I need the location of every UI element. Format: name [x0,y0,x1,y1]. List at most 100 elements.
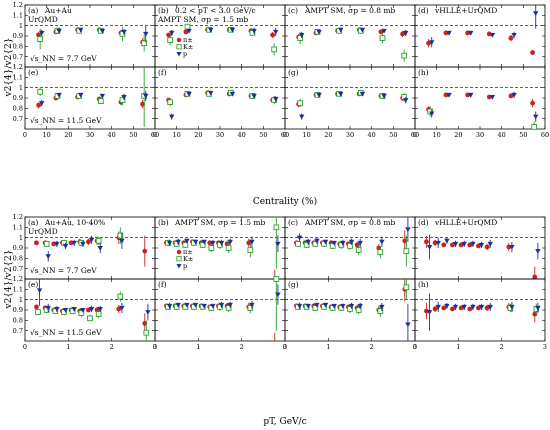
data-point-proton [535,305,541,311]
y-tick-label: 0.7 [13,115,23,123]
data-point-kaon [329,243,336,249]
x-tick-label: 60 [151,131,159,139]
data-point-proton [229,91,236,97]
data-point-pion [270,32,276,38]
data-point-proton [299,114,305,120]
data-point-proton [249,239,255,245]
series-pi [426,92,536,113]
series-pi [296,27,406,41]
data-point-kaon [355,307,362,313]
data-point-proton [348,303,355,309]
data-point-proton [426,244,433,250]
data-point-kaon [167,99,174,105]
panel-letter: (e) [28,68,38,77]
data-point-proton [273,97,279,102]
data-point-proton [210,240,216,246]
x-tick-label: 3 [283,343,287,351]
x-tick-label: 0 [283,343,287,351]
legend-proton-label: p [183,50,187,58]
data-point-kaon [312,305,319,311]
data-point-kaon [78,310,85,316]
data-point-kaon [37,36,44,42]
panel-letter: (a) [28,6,38,15]
y-tick-label: 0.8 [13,105,23,113]
data-point-proton [121,94,127,100]
series-K [167,89,278,107]
series-p [296,302,411,341]
data-point-kaon [403,248,410,254]
series-pi [36,27,146,47]
x-tick-label: 50 [519,131,527,139]
data-point-pion [183,29,189,35]
data-point-proton [186,28,192,34]
series-pi [34,231,148,267]
data-point-pion [400,31,406,37]
data-point-proton [299,32,305,38]
data-point-proton [62,308,69,313]
panel-annotation: UrQMD [28,15,58,24]
data-point-kaon [531,124,538,130]
y-tick-label: 0.7 [13,265,23,273]
data-point-proton [36,288,43,294]
legend-proton-marker [176,52,182,57]
data-point-proton [452,241,459,247]
legend-kaon-marker [176,44,182,50]
data-point-proton [166,303,173,309]
panel-e: 0.7 0.8 0.9 1 1.1 1.2 0 10 20 30 40 50 60 (e) √s_NN = … [13,63,159,139]
data-point-proton [314,302,320,308]
data-point-proton [88,237,95,243]
y-tick-label: 0.9 [13,32,23,40]
series-K [165,276,280,331]
series-pi [296,91,406,108]
data-point-kaon [95,237,102,244]
y-tick-label: 1 [19,22,23,30]
data-point-proton [119,238,125,244]
data-point-kaon [35,309,41,315]
data-point-proton [426,310,433,315]
panel-frame [284,66,416,130]
y-tick-label: 1.1 [13,74,23,82]
data-point-proton [97,306,103,312]
data-point-pion [116,306,122,312]
x-tick-label: 30 [346,131,354,139]
series-p [166,235,281,253]
data-point-proton [446,92,452,98]
series-p [36,279,151,321]
x-tick-label: 30 [476,131,484,139]
data-point-pion [476,243,481,249]
data-point-proton [487,304,493,310]
data-point-proton [359,91,366,97]
y-tick-label: 0.8 [13,317,23,325]
series-p [296,217,411,247]
series-p [429,5,539,48]
data-point-kaon [37,88,44,95]
data-point-proton [97,246,103,251]
data-point-proton [487,241,493,247]
data-point-proton [478,304,485,310]
x-tick-label: 20 [324,131,332,139]
data-point-proton [331,303,337,309]
x-tick-label: 1 [66,343,70,351]
data-point-proton [45,254,51,260]
data-point-pion [450,242,455,248]
data-point-proton [143,93,149,99]
legend-kaon-marker [176,256,182,262]
x-tick-label: 2 [240,343,244,351]
x-tick-label: 40 [498,131,506,139]
data-point-pion [486,31,492,37]
data-point-proton [331,240,337,246]
panel-e: 0.7 0.8 0.9 1 1.1 1.2 0 1 2 3 (e) √s_NN = 11.5 GeV [13,275,157,351]
panel-annotation: Au+Au [44,6,72,15]
data-point-proton [119,305,125,311]
data-point-pion [458,242,464,248]
data-point-proton [80,308,86,313]
x-tick-label: 0 [413,131,417,139]
x-tick-label: 1 [456,343,460,351]
x-tick-label: 0 [283,131,287,139]
y-axis-title: v2{4}/v2{2} [4,37,14,97]
y-tick-label: 1 [19,84,23,92]
panel-letter: (d) [418,6,429,15]
data-point-proton [175,239,181,245]
data-point-proton [381,28,387,34]
